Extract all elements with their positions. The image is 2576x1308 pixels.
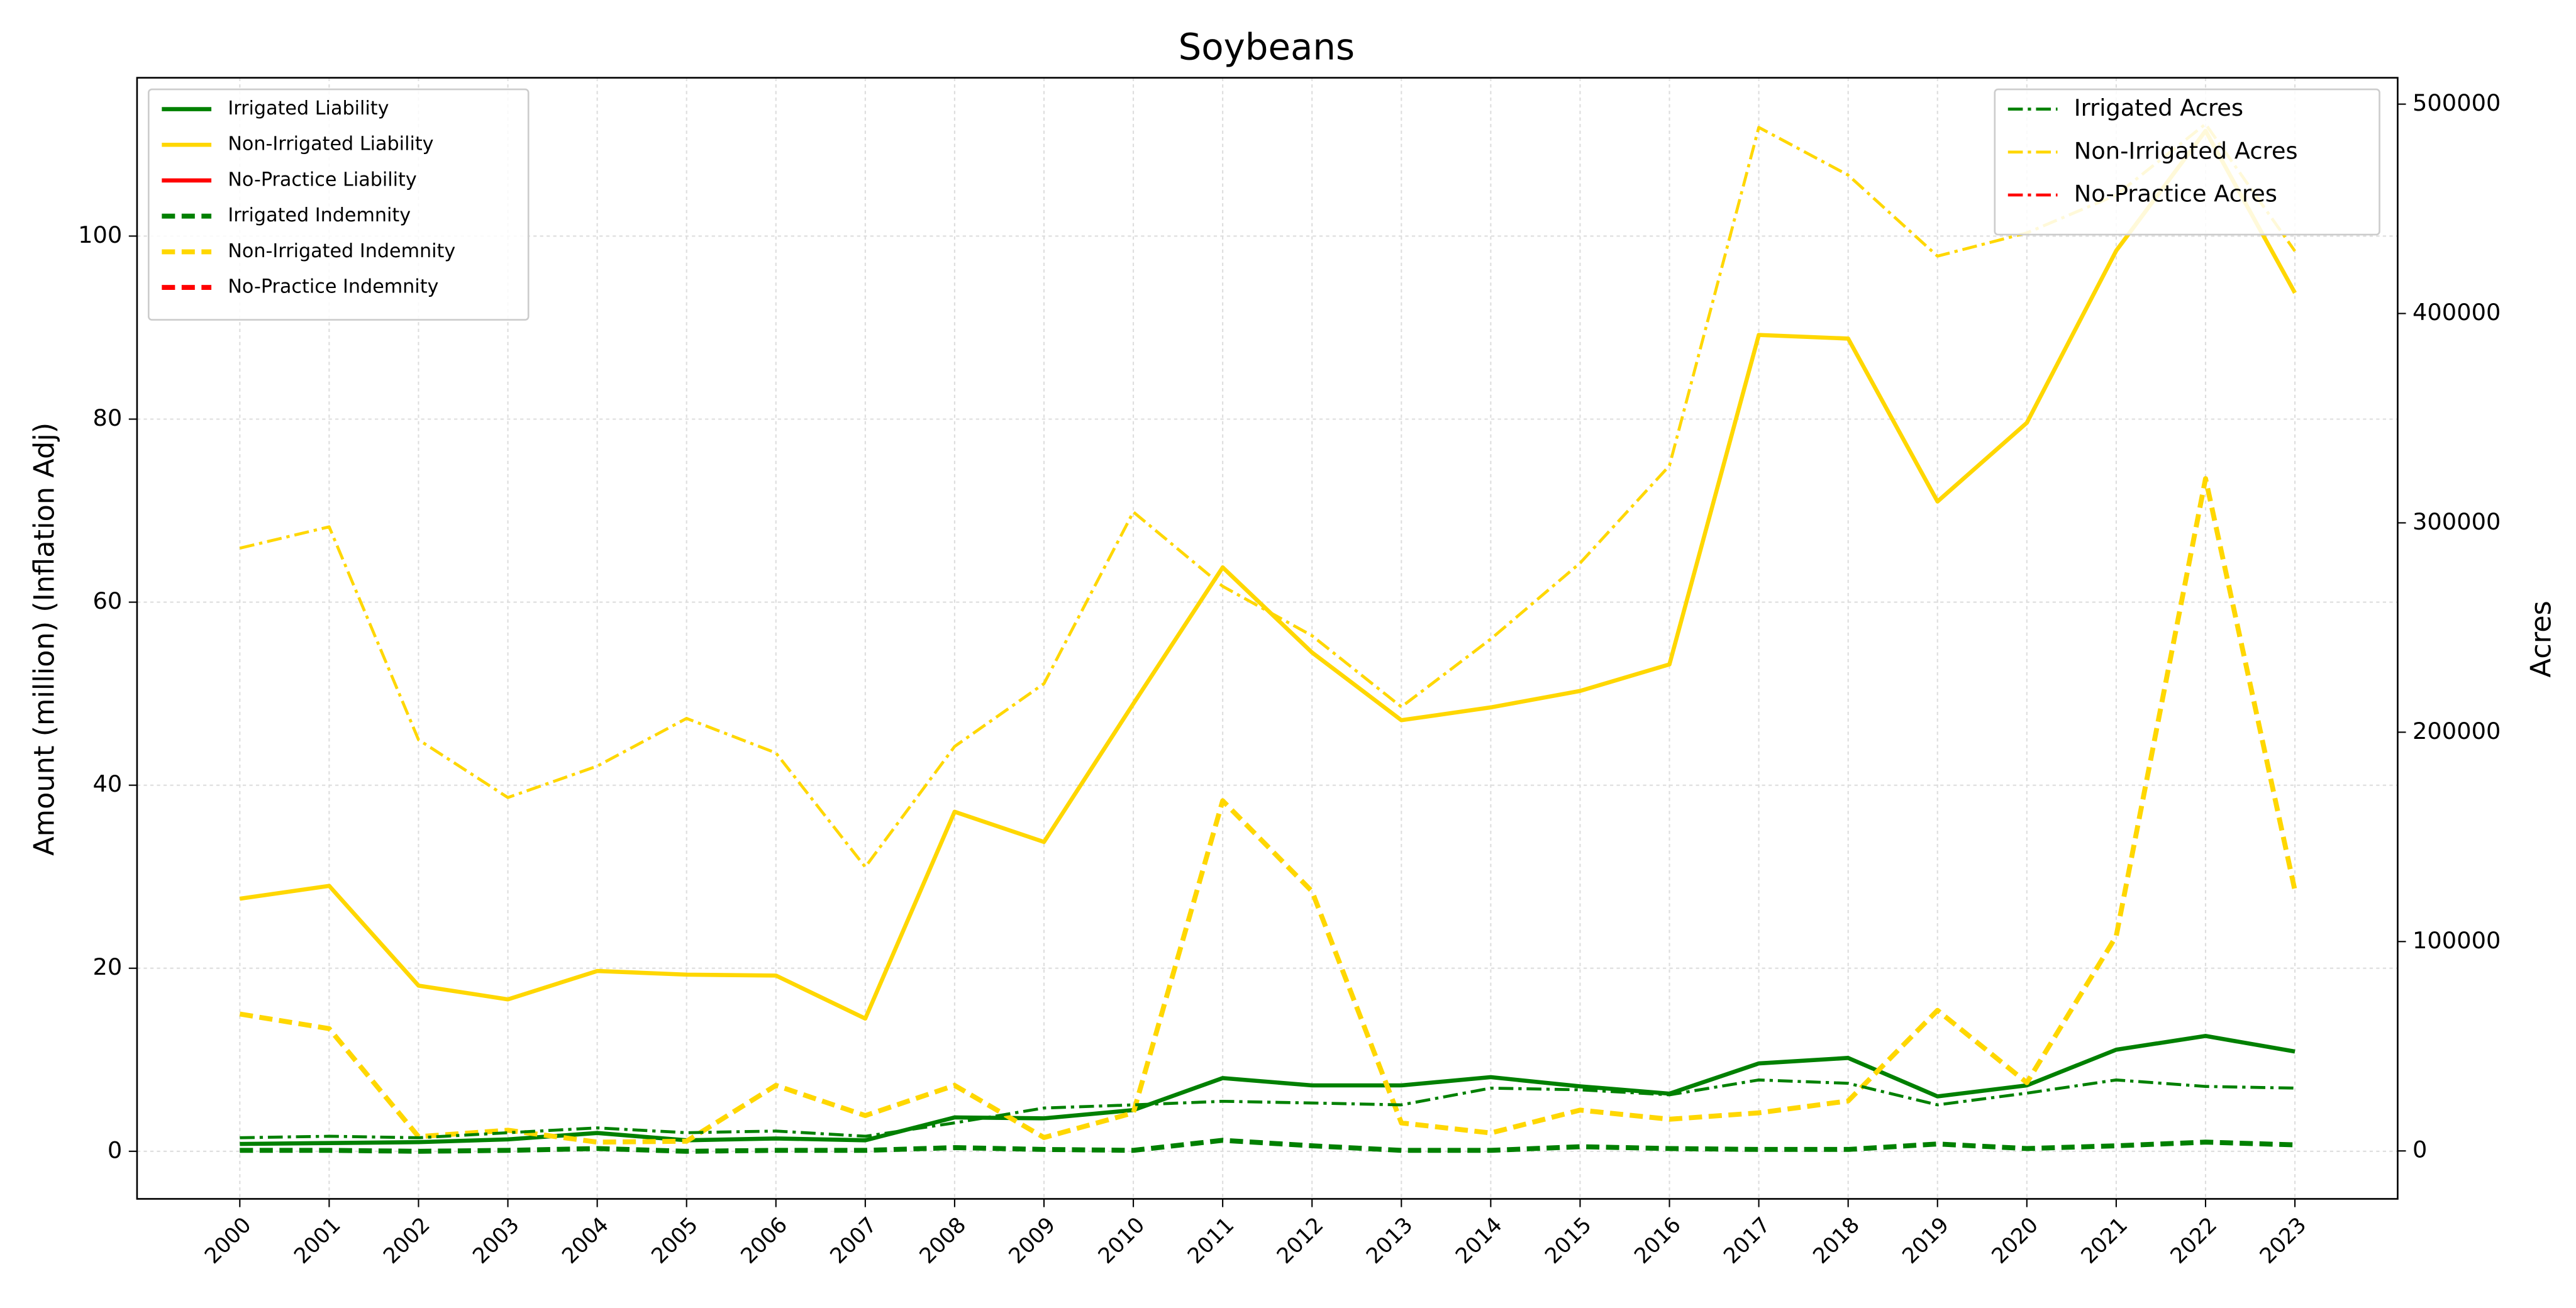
- y-tick-label: 40: [93, 770, 123, 797]
- y2-axis-label: Acres: [2524, 601, 2557, 677]
- plot-frame: [136, 77, 2399, 1200]
- y-tick-label: 60: [93, 587, 123, 614]
- legend-label: No-Practice Acres: [2074, 180, 2277, 208]
- legend-label: Non-Irrigated Acres: [2074, 137, 2298, 164]
- legend-label: Irrigated Indemnity: [228, 204, 411, 226]
- data-line: [239, 122, 2296, 869]
- y-tick-label: 0: [108, 1136, 122, 1163]
- y-tick-label: 100: [78, 221, 122, 248]
- legend-box: [1994, 88, 2380, 236]
- legend-label: Irrigated Liability: [228, 97, 389, 119]
- legend-label: No-Practice Indemnity: [228, 276, 438, 298]
- legend-box: [147, 88, 530, 321]
- y-axis-label: Amount (million) (Inflation Adj): [28, 423, 61, 856]
- legend-label: Non-Irrigated Indemnity: [228, 240, 455, 262]
- legend-label: Non-Irrigated Liability: [228, 133, 433, 155]
- legend: Irrigated Acres Non-Irrigated Acres No-Pra…: [1994, 88, 2380, 236]
- y-tick-label: 20: [93, 953, 123, 980]
- data-line: [239, 128, 2297, 1021]
- data-line: [240, 1034, 2296, 1146]
- y2-tick-label: 0: [2412, 1136, 2427, 1163]
- y2-tick-label: 100000: [2412, 927, 2501, 954]
- y2-tick-label: 200000: [2412, 718, 2501, 745]
- data-line: [240, 1138, 2296, 1154]
- y2-tick-label: 300000: [2412, 508, 2501, 535]
- data-line: [239, 476, 2297, 1145]
- legend-label: Irrigated Acres: [2074, 94, 2243, 121]
- data-line: [240, 1078, 2296, 1139]
- chart-title: Soybeans: [1179, 26, 1355, 69]
- y-tick-label: 80: [93, 404, 123, 431]
- legend: Irrigated Liability Non-Irrigated Liabili…: [147, 88, 530, 321]
- y2-tick-label: 500000: [2412, 89, 2501, 116]
- legend-label: No-Practice Liability: [228, 169, 416, 191]
- y2-tick-label: 400000: [2412, 299, 2501, 326]
